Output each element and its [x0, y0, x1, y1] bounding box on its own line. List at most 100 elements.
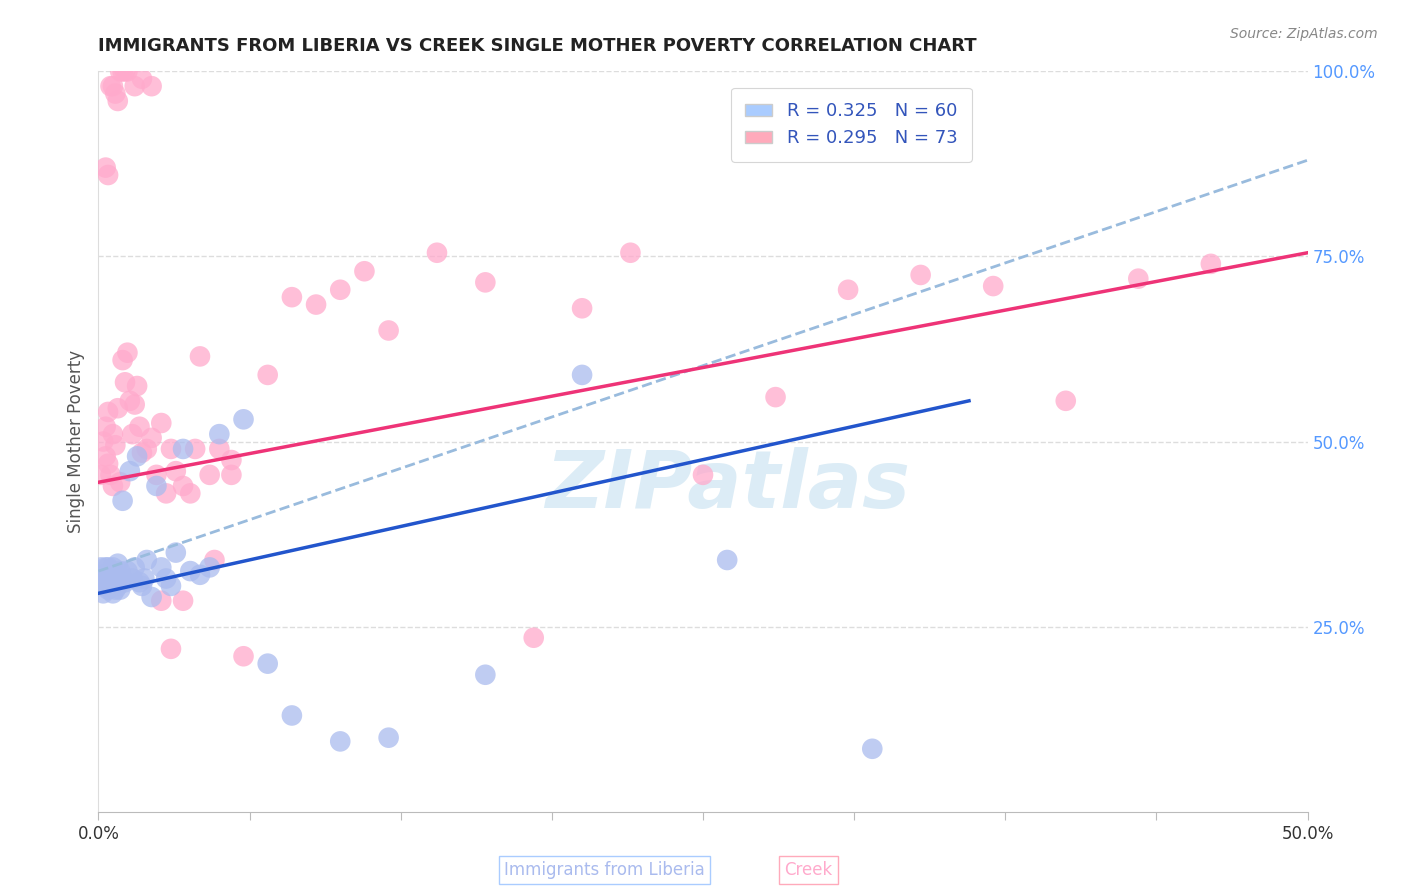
Point — [204, 553, 226, 567]
Point — [474, 276, 496, 290]
Point — [619, 245, 641, 260]
Point — [910, 268, 932, 282]
Point — [377, 324, 399, 338]
Point — [104, 438, 127, 452]
Point — [208, 442, 231, 456]
Point — [114, 575, 136, 590]
Point — [426, 245, 449, 260]
Point — [305, 297, 328, 311]
Point — [94, 161, 117, 175]
Point — [165, 546, 187, 560]
Point — [108, 564, 131, 578]
Point — [172, 442, 194, 456]
Point — [101, 427, 124, 442]
Point — [107, 94, 129, 108]
Point — [90, 467, 112, 482]
Point — [118, 393, 141, 408]
Point — [118, 464, 141, 478]
Point — [232, 412, 254, 426]
Point — [860, 741, 883, 756]
Point — [329, 734, 352, 748]
Point — [145, 479, 167, 493]
Point — [108, 475, 131, 490]
Point — [184, 442, 207, 456]
Point — [124, 398, 146, 412]
Point — [692, 467, 714, 482]
Point — [94, 419, 117, 434]
Point — [127, 450, 149, 464]
Point — [117, 564, 139, 578]
Point — [474, 667, 496, 681]
Text: Creek: Creek — [785, 861, 832, 879]
Point — [172, 593, 194, 607]
Y-axis label: Single Mother Poverty: Single Mother Poverty — [66, 350, 84, 533]
Text: Immigrants from Liberia: Immigrants from Liberia — [505, 861, 704, 879]
Point — [837, 283, 859, 297]
Point — [97, 582, 120, 597]
Point — [97, 457, 120, 471]
Point — [128, 419, 150, 434]
Point — [165, 464, 187, 478]
Point — [160, 442, 183, 456]
Point — [232, 649, 254, 664]
Point — [150, 593, 173, 607]
Point — [111, 572, 134, 586]
Point — [100, 79, 122, 94]
Point — [141, 79, 163, 94]
Point — [198, 560, 221, 574]
Point — [101, 479, 124, 493]
Point — [179, 564, 201, 578]
Point — [114, 376, 136, 390]
Point — [100, 575, 122, 590]
Point — [188, 350, 211, 364]
Point — [128, 575, 150, 590]
Point — [160, 641, 183, 656]
Point — [131, 579, 153, 593]
Point — [141, 431, 163, 445]
Point — [107, 579, 129, 593]
Point — [100, 572, 122, 586]
Point — [91, 434, 114, 449]
Point — [160, 579, 183, 593]
Point — [94, 560, 117, 574]
Point — [256, 657, 278, 671]
Text: ZIPatlas: ZIPatlas — [544, 447, 910, 525]
Point — [111, 64, 134, 78]
Point — [172, 479, 194, 493]
Point — [90, 575, 112, 590]
Point — [97, 168, 120, 182]
Point — [1054, 393, 1077, 408]
Point — [91, 586, 114, 600]
Point — [131, 445, 153, 459]
Point — [104, 572, 127, 586]
Point — [1199, 257, 1222, 271]
Point — [179, 486, 201, 500]
Point — [94, 450, 117, 464]
Point — [124, 79, 146, 94]
Point — [281, 290, 304, 304]
Point — [101, 560, 124, 574]
Point — [101, 79, 124, 94]
Point — [329, 283, 352, 297]
Point — [121, 427, 143, 442]
Point — [111, 353, 134, 368]
Point — [107, 557, 129, 571]
Point — [571, 368, 593, 382]
Point — [377, 731, 399, 745]
Point — [101, 567, 124, 582]
Point — [150, 560, 173, 574]
Point — [256, 368, 278, 382]
Point — [107, 575, 129, 590]
Point — [155, 572, 177, 586]
Point — [100, 467, 122, 482]
Point — [221, 467, 243, 482]
Point — [981, 279, 1004, 293]
Point — [135, 553, 157, 567]
Point — [121, 572, 143, 586]
Point — [100, 564, 122, 578]
Point — [97, 560, 120, 574]
Point — [107, 401, 129, 416]
Point — [208, 427, 231, 442]
Point — [97, 405, 120, 419]
Point — [135, 442, 157, 456]
